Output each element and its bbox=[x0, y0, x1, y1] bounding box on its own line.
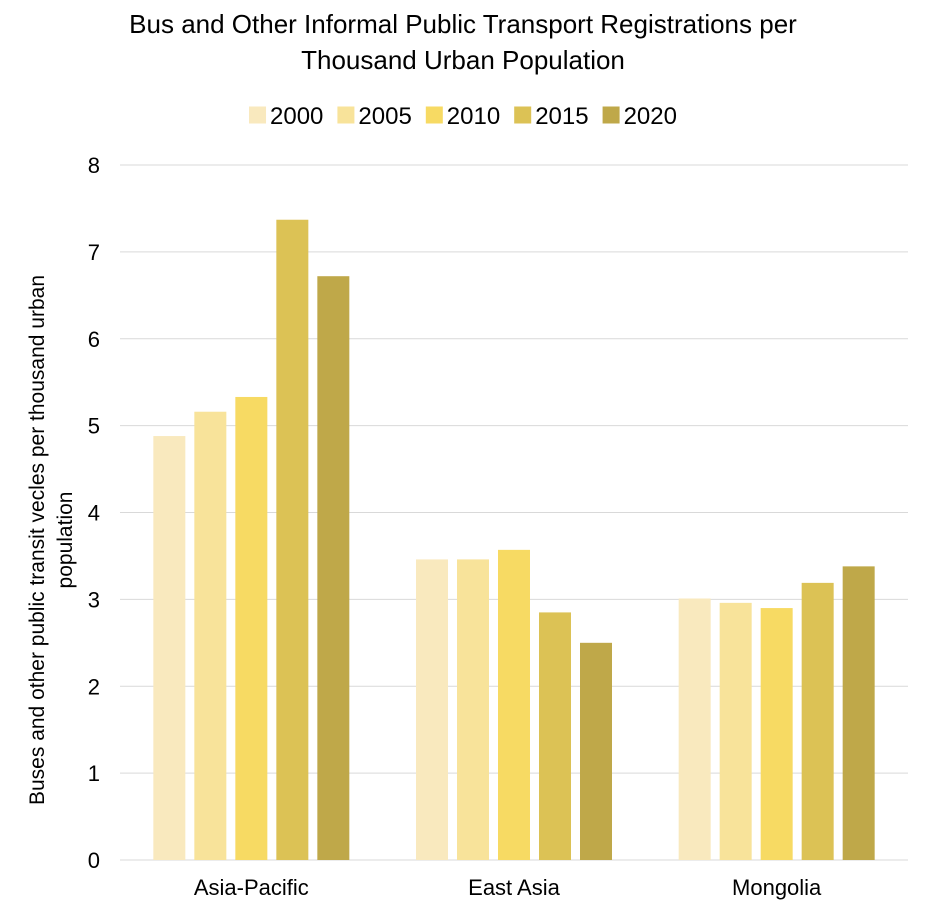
bar-2005-mongolia bbox=[719, 602, 752, 860]
x-tick-label: Asia-Pacific bbox=[194, 875, 309, 900]
y-axis-title: Buses and other public transit vecles pe… bbox=[26, 275, 77, 805]
legend-label-2000: 2000 bbox=[270, 103, 323, 130]
y-tick-label: 0 bbox=[88, 848, 100, 873]
y-tick-label: 3 bbox=[88, 587, 100, 612]
bar-2005-asia-pacific bbox=[194, 411, 227, 860]
legend-swatch-2005 bbox=[337, 106, 355, 124]
bar-2000-east-asia bbox=[416, 559, 448, 860]
chart-title-line-1: Bus and Other Informal Public Transport … bbox=[129, 9, 797, 39]
legend-label-2005: 2005 bbox=[358, 103, 411, 130]
y-tick-label: 5 bbox=[88, 414, 100, 439]
bar-2005-east-asia bbox=[457, 559, 489, 860]
bar-2010-east-asia bbox=[498, 549, 530, 860]
bar-2000-asia-pacific bbox=[153, 436, 186, 860]
bar-2015-mongolia bbox=[801, 582, 834, 860]
chart-title: Bus and Other Informal Public Transport … bbox=[0, 6, 926, 78]
legend-label-2010: 2010 bbox=[447, 103, 500, 130]
legend-label-2015: 2015 bbox=[535, 103, 588, 130]
y-axis-title-line-1: Buses and other public transit vecles pe… bbox=[26, 275, 49, 805]
legend-swatch-2015 bbox=[514, 106, 532, 124]
y-tick-label: 2 bbox=[88, 674, 100, 699]
legend-swatch-2000 bbox=[249, 106, 267, 124]
y-tick-label: 1 bbox=[88, 761, 100, 786]
x-tick-label: Mongolia bbox=[732, 875, 822, 900]
legend-swatch-2010 bbox=[425, 106, 443, 124]
y-tick-label: 6 bbox=[88, 327, 100, 352]
y-tick-label: 8 bbox=[88, 153, 100, 178]
y-axis-title-line-2: population bbox=[54, 492, 77, 589]
bar-2020-mongolia bbox=[842, 566, 875, 860]
legend-swatch-2020 bbox=[602, 106, 620, 124]
bar-2010-mongolia bbox=[760, 608, 793, 860]
legend-label-2020: 2020 bbox=[624, 103, 677, 130]
bar-2000-mongolia bbox=[678, 598, 711, 860]
bar-2020-asia-pacific bbox=[317, 276, 350, 860]
x-tick-label: East Asia bbox=[468, 875, 560, 900]
bar-2020-east-asia bbox=[580, 642, 612, 860]
bar-2015-asia-pacific bbox=[276, 219, 309, 860]
bar-2015-east-asia bbox=[539, 612, 571, 860]
y-tick-label: 7 bbox=[88, 240, 100, 265]
bar-2010-asia-pacific bbox=[235, 396, 268, 860]
chart-title-line-2: Thousand Urban Population bbox=[301, 45, 625, 75]
y-tick-label: 4 bbox=[88, 501, 100, 526]
